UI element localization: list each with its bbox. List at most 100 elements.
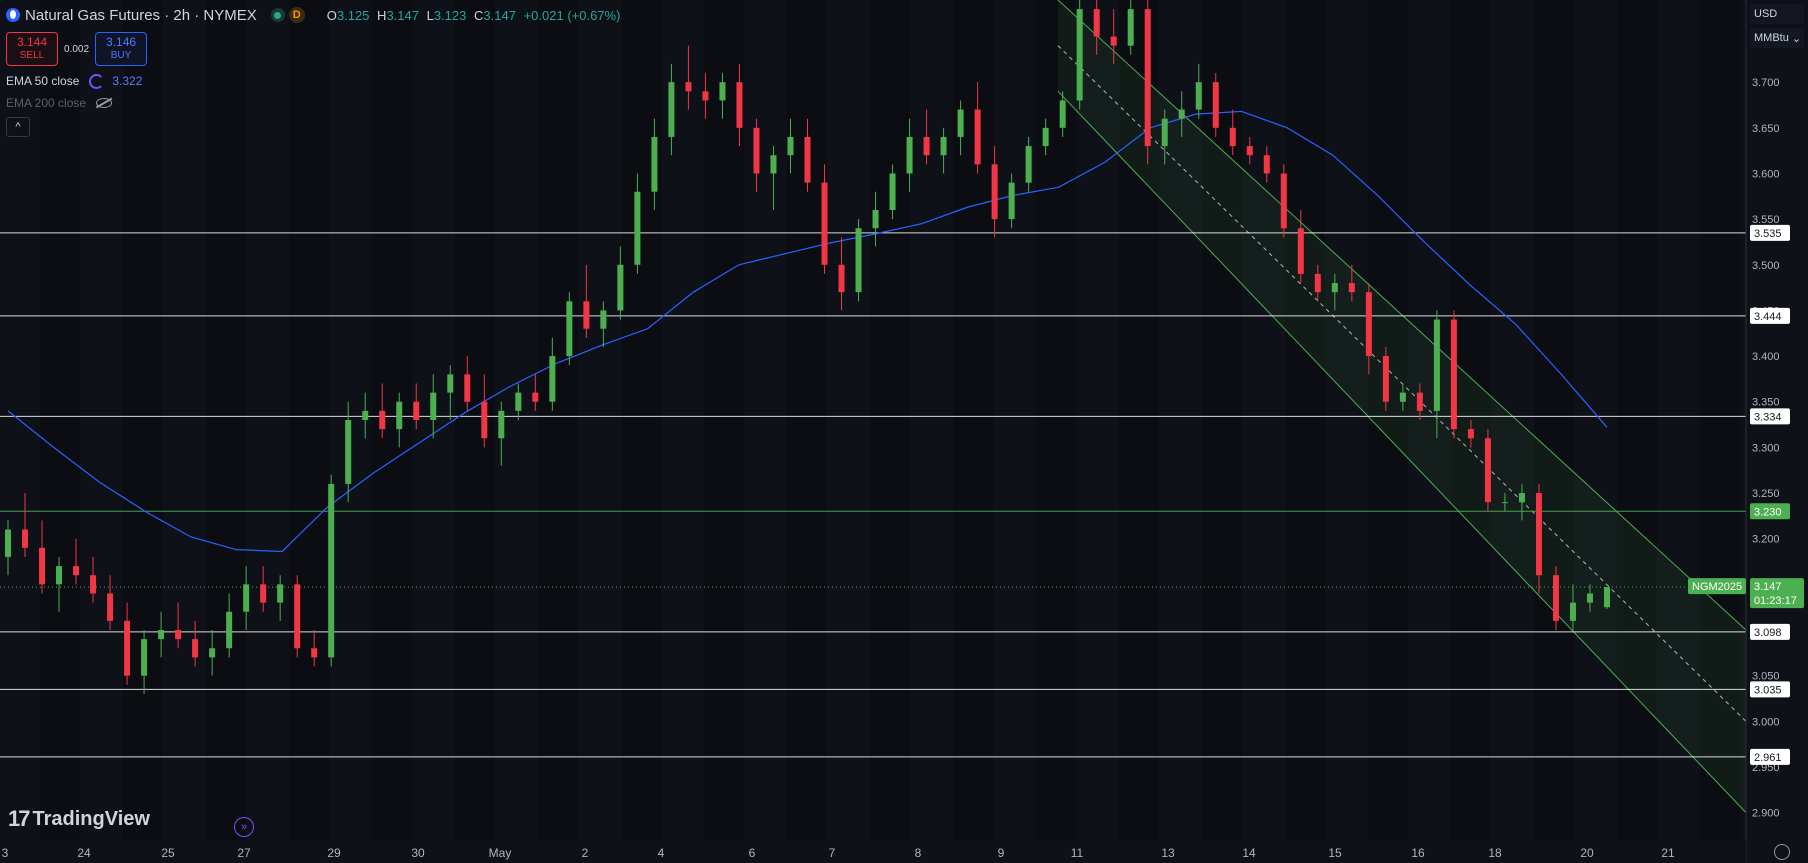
candle-body: [1467, 429, 1474, 439]
sell-button[interactable]: 3.144 SELL: [6, 32, 58, 66]
candle-body: [1280, 173, 1287, 229]
chevron-up-icon: ^: [15, 121, 21, 133]
last-price-tag: [1750, 578, 1804, 609]
price-tick-label: 3.350: [1752, 397, 1780, 409]
indicator-ema50[interactable]: EMA 50 close 3.322: [6, 70, 620, 92]
candle-body: [1178, 109, 1185, 119]
price-tick-label: 3.500: [1752, 260, 1780, 272]
candle-body: [770, 155, 777, 174]
market-open-status-icon: [270, 8, 285, 22]
candle-body: [1382, 356, 1389, 402]
candle-body: [379, 410, 386, 430]
candle-body: [1518, 493, 1525, 503]
candle-body: [872, 210, 879, 229]
time-tick-label: 20: [1580, 846, 1594, 860]
level-price-tag: [1750, 681, 1790, 698]
candle-body: [1110, 36, 1117, 46]
candle-body: [617, 264, 624, 311]
level-price-tag: [1750, 748, 1790, 765]
trade-buttons: 3.144 SELL 0.002 3.146 BUY: [6, 32, 620, 66]
trend-channel-upper: [1057, 0, 1747, 631]
time-tick-label: 13: [1161, 846, 1175, 860]
session-band: [123, 0, 163, 840]
collapse-legend-button[interactable]: ^: [6, 117, 30, 137]
candle-body: [39, 547, 46, 585]
time-axis-bg: [0, 840, 1746, 863]
level-price-tag: [1750, 623, 1790, 640]
level-price-tag-label: 3.035: [1754, 684, 1782, 696]
session-band: [289, 0, 329, 840]
candle-body: [1076, 9, 1083, 101]
chevron-down-icon: ⌄: [1791, 32, 1802, 45]
candle-body: [736, 82, 743, 128]
candle-body: [1161, 118, 1168, 147]
time-tick-label: 16: [1411, 846, 1425, 860]
session-band: [1700, 0, 1740, 840]
candle-body: [73, 566, 80, 576]
session-band: [538, 0, 578, 840]
tradingview-icon: 17: [8, 806, 31, 831]
candle-body: [294, 584, 301, 649]
unit-selector[interactable]: MMBtu ⌄: [1750, 28, 1804, 48]
time-tick-label: 27: [237, 846, 251, 860]
price-tick-label: 3.050: [1752, 671, 1780, 683]
spread-value: 0.002: [64, 43, 90, 55]
candle-body: [22, 529, 29, 548]
candle-body: [362, 410, 369, 420]
candle-body: [685, 82, 692, 92]
time-tick-label: 4: [658, 846, 665, 860]
candle-body: [532, 392, 539, 402]
level-price-tag: [1750, 408, 1790, 425]
scroll-to-realtime-button[interactable]: »: [234, 817, 254, 837]
candle-body: [447, 374, 454, 393]
candle-body: [1552, 575, 1559, 621]
candle-body: [804, 136, 811, 183]
session-band: [40, 0, 80, 840]
price-tick-label: 3.000: [1752, 716, 1780, 728]
level-price-tag-label: 3.535: [1754, 228, 1782, 240]
candle-body: [396, 401, 403, 430]
candle-body: [1535, 493, 1542, 576]
trend-channel-lower: [1057, 90, 1747, 813]
level-price-tag: [1750, 224, 1790, 241]
time-tick-label: 8: [915, 846, 922, 860]
level-price-tag-label: 3.098: [1754, 627, 1782, 639]
candle-body: [1008, 182, 1015, 220]
bar-countdown-label: 01:23:17: [1754, 595, 1797, 607]
candle-body: [753, 127, 760, 174]
brand-name: TradingView: [32, 807, 150, 830]
session-band: [1036, 0, 1076, 840]
candle-body: [1093, 9, 1100, 37]
candle-body: [1314, 273, 1321, 293]
price-tick-label: 3.300: [1752, 442, 1780, 454]
time-tick-label: 30: [411, 846, 425, 860]
candle-body: [464, 374, 471, 402]
candle-body: [1433, 319, 1440, 411]
time-tick-label: 11: [1071, 846, 1084, 860]
candle-body: [1059, 100, 1066, 128]
candle-body: [141, 639, 148, 676]
candle-body: [498, 410, 505, 439]
interval-badge[interactable]: D: [288, 7, 305, 23]
price-tick-label: 3.700: [1752, 77, 1780, 89]
symbol-tag: [1688, 578, 1746, 595]
price-tick-label: 3.400: [1752, 351, 1780, 363]
currency-selector[interactable]: USD: [1750, 4, 1804, 24]
session-band: [372, 0, 412, 840]
candle-body: [1604, 587, 1610, 608]
session-band: [206, 0, 246, 840]
candle-body: [158, 630, 165, 640]
candle-body: [515, 392, 522, 411]
candle-body: [124, 620, 131, 676]
symbol-title[interactable]: Natural Gas Futures · 2h · NYMEX: [25, 6, 257, 24]
eye-hidden-icon[interactable]: [96, 98, 113, 108]
candle-body: [243, 584, 250, 612]
settings-icon[interactable]: [1774, 844, 1790, 860]
time-tick-label: 15: [1328, 846, 1342, 860]
buy-button[interactable]: 3.146 BUY: [95, 32, 148, 66]
indicator-ema200[interactable]: EMA 200 close: [6, 92, 620, 114]
tradingview-logo[interactable]: 17 TradingView: [8, 806, 150, 832]
time-tick-label: May: [489, 846, 512, 860]
candle-body: [311, 648, 318, 658]
